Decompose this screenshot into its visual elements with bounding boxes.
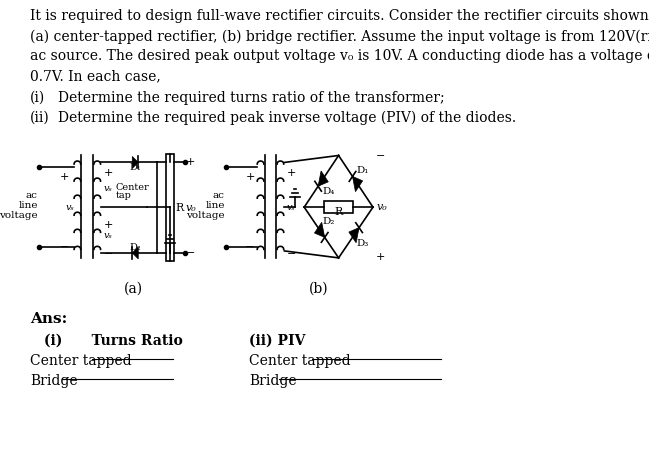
Text: D₂: D₂	[322, 218, 334, 227]
Text: −: −	[287, 249, 297, 259]
Text: (a) center-tapped rectifier, (b) bridge rectifier. Assume the input voltage is f: (a) center-tapped rectifier, (b) bridge …	[30, 29, 649, 43]
Text: (i)      Turns Ratio: (i) Turns Ratio	[44, 333, 183, 347]
Text: vₛ: vₛ	[104, 230, 113, 239]
Polygon shape	[352, 177, 363, 192]
Text: It is required to design full-wave rectifier circuits. Consider the rectifier ci: It is required to design full-wave recti…	[30, 9, 649, 23]
Text: +: +	[186, 158, 195, 168]
Text: line: line	[18, 201, 38, 210]
Text: −: −	[104, 249, 113, 259]
Text: Ans:: Ans:	[30, 312, 67, 326]
Polygon shape	[318, 171, 328, 186]
Text: +: +	[245, 172, 254, 182]
Text: D₂: D₂	[129, 243, 141, 252]
Text: Center: Center	[116, 183, 149, 192]
Text: Determine the required peak inverse voltage (PIV) of the diodes.: Determine the required peak inverse volt…	[58, 111, 516, 125]
Text: D₄: D₄	[322, 187, 335, 196]
Text: 0.7V. In each case,: 0.7V. In each case,	[30, 69, 160, 83]
Text: +: +	[376, 252, 385, 262]
Text: R: R	[175, 202, 184, 213]
Text: vₛ: vₛ	[104, 184, 113, 193]
Text: +: +	[104, 169, 113, 178]
Text: tap: tap	[116, 191, 132, 200]
Text: −: −	[376, 152, 385, 161]
Text: ac: ac	[26, 191, 38, 200]
Text: vₛ: vₛ	[287, 202, 296, 211]
Text: +: +	[60, 172, 69, 182]
Text: D₃: D₃	[356, 239, 369, 248]
Text: +: +	[287, 169, 297, 178]
Text: Center tapped: Center tapped	[249, 354, 351, 368]
Bar	[166, 154, 174, 261]
Text: +: +	[104, 220, 113, 230]
Polygon shape	[132, 157, 138, 169]
Text: −: −	[186, 248, 195, 258]
Text: D₁: D₁	[129, 163, 141, 172]
Polygon shape	[349, 228, 359, 243]
Polygon shape	[315, 222, 324, 237]
Text: (b): (b)	[309, 282, 328, 296]
Text: R: R	[334, 207, 343, 217]
Text: v₀: v₀	[376, 202, 387, 212]
Text: (a): (a)	[124, 282, 143, 296]
Text: Bridge: Bridge	[249, 374, 297, 388]
Text: Determine the required turns ratio of the transformer;: Determine the required turns ratio of th…	[58, 91, 444, 105]
Text: line: line	[205, 201, 225, 210]
Text: v₀: v₀	[186, 202, 197, 213]
Text: −: −	[245, 242, 254, 252]
Text: D₁: D₁	[356, 166, 369, 175]
Text: Bridge: Bridge	[30, 374, 77, 388]
Text: voltage: voltage	[0, 211, 38, 219]
Text: −: −	[60, 242, 69, 252]
Text: ac: ac	[213, 191, 225, 200]
Text: ac source. The desired peak output voltage v₀ is 10V. A conducting diode has a v: ac source. The desired peak output volta…	[30, 49, 649, 63]
Text: vₛ: vₛ	[66, 202, 75, 211]
Text: (ii) PIV: (ii) PIV	[249, 333, 306, 347]
Text: Center tapped: Center tapped	[30, 354, 132, 368]
Bar	[324, 201, 353, 213]
Polygon shape	[132, 247, 138, 259]
Text: (ii): (ii)	[30, 111, 49, 125]
Text: voltage: voltage	[186, 211, 225, 219]
Text: (i): (i)	[30, 91, 45, 105]
